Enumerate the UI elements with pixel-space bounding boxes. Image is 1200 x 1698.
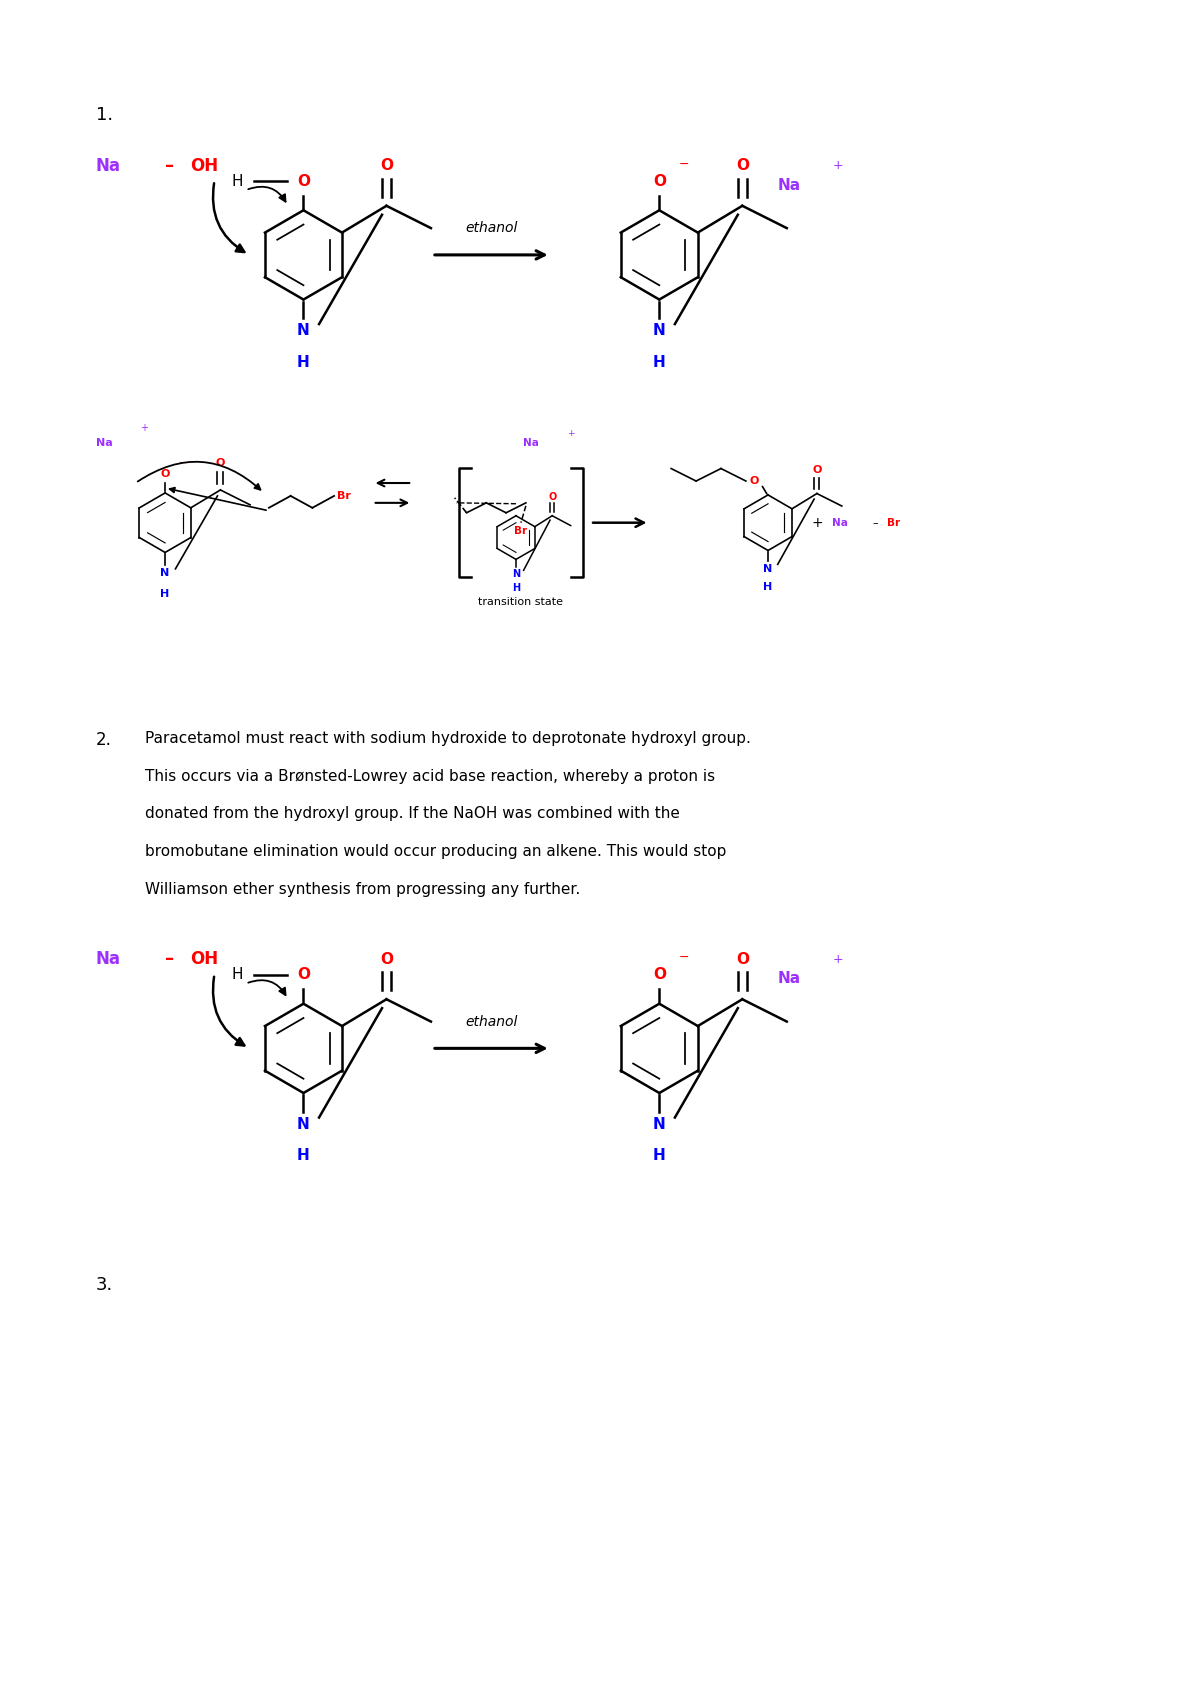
Text: Williamson ether synthesis from progressing any further.: Williamson ether synthesis from progress…	[145, 881, 581, 897]
Text: N: N	[298, 323, 310, 338]
Text: +: +	[833, 160, 842, 171]
Text: N: N	[653, 323, 666, 338]
FancyArrowPatch shape	[248, 980, 286, 995]
Text: O: O	[380, 158, 392, 173]
Text: –: –	[166, 951, 174, 968]
Text: Na: Na	[523, 438, 539, 448]
Text: –: –	[166, 156, 174, 175]
Text: O: O	[161, 469, 169, 479]
Text: transition state: transition state	[479, 598, 564, 608]
Text: N: N	[653, 1117, 666, 1133]
Text: +: +	[566, 430, 574, 438]
Text: H: H	[512, 582, 520, 593]
Text: bromobutane elimination would occur producing an alkene. This would stop: bromobutane elimination would occur prod…	[145, 844, 727, 859]
Text: ethanol: ethanol	[466, 1014, 517, 1029]
Text: –: –	[872, 518, 877, 528]
Text: This occurs via a Brønsted-Lowrey acid base reaction, whereby a proton is: This occurs via a Brønsted-Lowrey acid b…	[145, 769, 715, 784]
Text: H: H	[763, 581, 773, 591]
Text: H: H	[653, 1148, 666, 1163]
Text: N: N	[512, 569, 520, 579]
Text: Na: Na	[833, 518, 848, 528]
FancyArrowPatch shape	[212, 183, 245, 251]
Text: Na: Na	[778, 178, 802, 194]
Text: N: N	[763, 564, 773, 574]
Text: O: O	[216, 458, 226, 469]
Text: Br: Br	[515, 526, 528, 535]
Text: O: O	[736, 951, 749, 966]
Text: O: O	[750, 475, 758, 486]
Text: N: N	[298, 1117, 310, 1133]
Text: ethanol: ethanol	[466, 221, 517, 234]
Text: N: N	[161, 569, 169, 579]
Text: O: O	[296, 968, 310, 981]
Text: −: −	[178, 458, 185, 467]
Text: OH: OH	[190, 951, 218, 968]
Text: O: O	[548, 492, 557, 503]
Text: 2.: 2.	[96, 730, 112, 749]
Text: Paracetamol must react with sodium hydroxide to deprotonate hydroxyl group.: Paracetamol must react with sodium hydro…	[145, 730, 751, 745]
Text: O: O	[380, 951, 392, 966]
Text: H: H	[298, 1148, 310, 1163]
Text: 1.: 1.	[96, 107, 113, 124]
Text: Br: Br	[887, 518, 900, 528]
Text: O: O	[296, 173, 310, 188]
Text: H: H	[653, 355, 666, 370]
Text: −: −	[678, 158, 689, 171]
Text: +: +	[833, 953, 842, 966]
Text: Na: Na	[778, 971, 802, 987]
Text: H: H	[298, 355, 310, 370]
Text: O: O	[653, 173, 666, 188]
Text: −: −	[678, 951, 689, 964]
Text: H: H	[161, 589, 169, 599]
Text: +: +	[811, 516, 823, 530]
FancyArrowPatch shape	[248, 187, 286, 202]
Text: +: +	[140, 423, 149, 433]
Text: Na: Na	[96, 951, 121, 968]
FancyArrowPatch shape	[212, 976, 245, 1046]
Text: H: H	[232, 173, 242, 188]
FancyArrowPatch shape	[138, 462, 260, 489]
Text: O: O	[736, 158, 749, 173]
FancyArrowPatch shape	[169, 487, 266, 509]
Text: Br: Br	[337, 491, 350, 501]
Text: Na: Na	[96, 438, 113, 448]
Text: OH: OH	[190, 156, 218, 175]
Text: 3.: 3.	[96, 1277, 113, 1294]
Text: donated from the hydroxyl group. If the NaOH was combined with the: donated from the hydroxyl group. If the …	[145, 807, 680, 822]
Text: O: O	[653, 968, 666, 981]
Text: O: O	[812, 465, 822, 475]
Text: Na: Na	[96, 156, 121, 175]
Text: H: H	[232, 968, 242, 981]
